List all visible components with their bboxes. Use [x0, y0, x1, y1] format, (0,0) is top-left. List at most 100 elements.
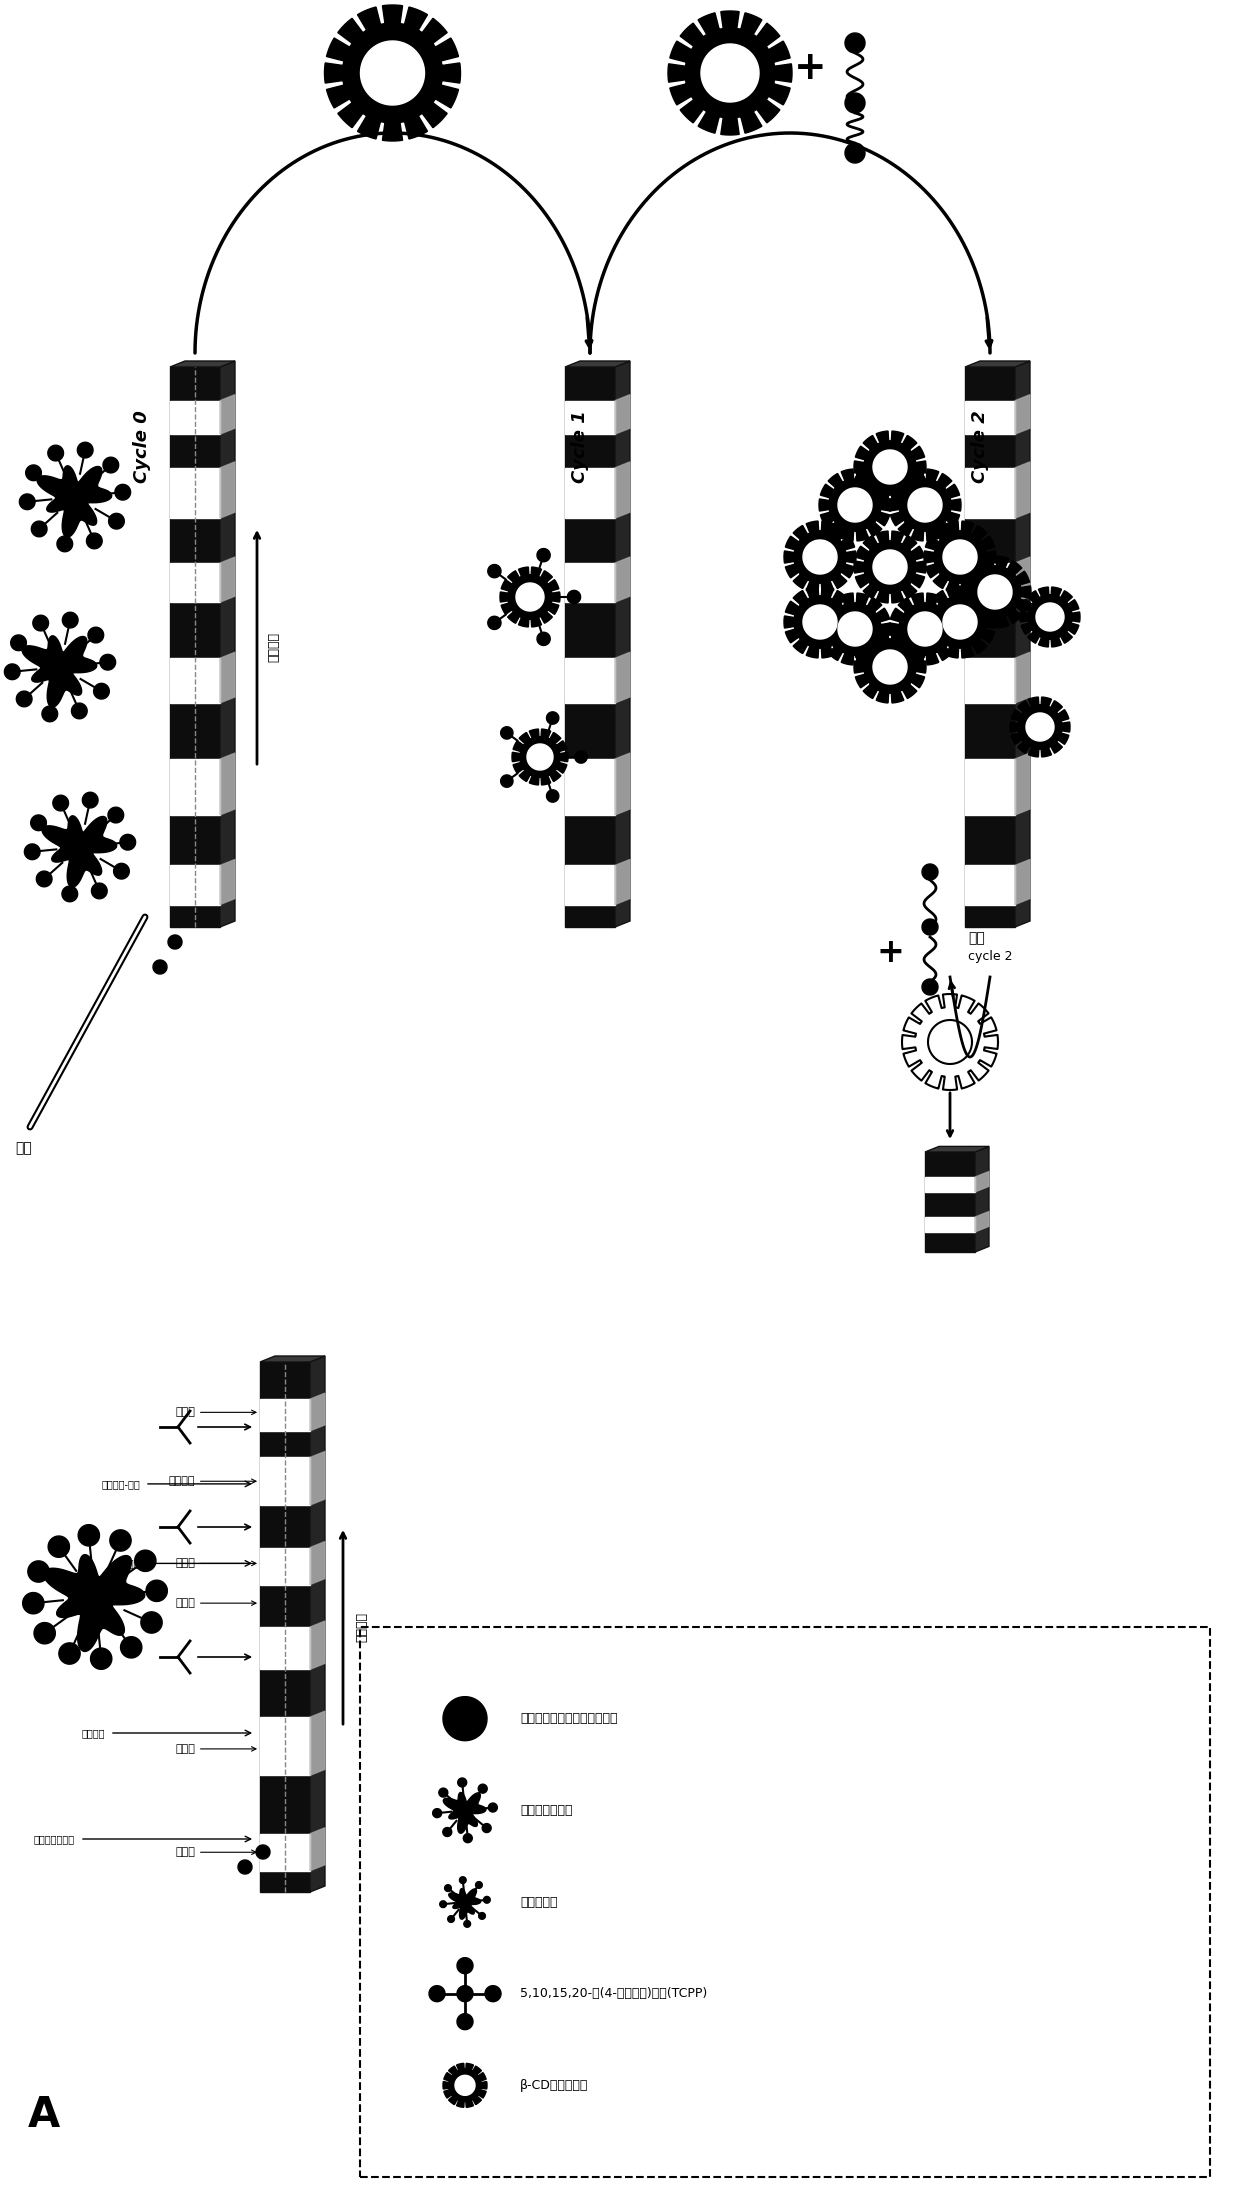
Polygon shape	[361, 42, 424, 106]
Polygon shape	[889, 470, 961, 541]
Bar	[965, 759, 1016, 814]
Polygon shape	[923, 918, 937, 936]
Polygon shape	[115, 483, 130, 501]
Polygon shape	[889, 594, 961, 664]
Polygon shape	[484, 1896, 490, 1902]
Polygon shape	[924, 587, 996, 658]
Polygon shape	[464, 1920, 470, 1927]
Polygon shape	[110, 1529, 131, 1552]
Polygon shape	[219, 653, 236, 704]
Polygon shape	[77, 441, 93, 457]
Polygon shape	[615, 859, 630, 905]
Polygon shape	[310, 1710, 325, 1774]
Polygon shape	[72, 704, 87, 719]
Polygon shape	[219, 362, 236, 927]
Polygon shape	[701, 44, 759, 102]
Text: 5,10,15,20-四(4-纳基苯基)博卤(TCPP): 5,10,15,20-四(4-纳基苯基)博卤(TCPP)	[520, 1986, 707, 2000]
Polygon shape	[310, 1355, 325, 1891]
Polygon shape	[100, 653, 115, 671]
Polygon shape	[26, 466, 41, 481]
Polygon shape	[924, 521, 996, 594]
Bar	[565, 366, 615, 927]
Text: 反应方向: 反应方向	[355, 1611, 368, 1642]
Polygon shape	[489, 1803, 497, 1812]
Polygon shape	[978, 576, 1012, 609]
Bar	[925, 1216, 975, 1232]
Polygon shape	[901, 993, 998, 1090]
Polygon shape	[120, 834, 135, 850]
Polygon shape	[476, 1883, 482, 1889]
Polygon shape	[120, 1638, 141, 1657]
Polygon shape	[20, 494, 35, 510]
Text: Cycle 0: Cycle 0	[133, 411, 151, 483]
Polygon shape	[854, 430, 926, 503]
Polygon shape	[260, 1355, 325, 1362]
Polygon shape	[443, 1697, 487, 1741]
Polygon shape	[219, 859, 236, 905]
Polygon shape	[91, 1649, 112, 1668]
Polygon shape	[219, 395, 236, 435]
Polygon shape	[62, 885, 78, 903]
Polygon shape	[485, 1986, 501, 2002]
Polygon shape	[42, 706, 57, 722]
Polygon shape	[615, 653, 630, 704]
Polygon shape	[908, 488, 942, 523]
Bar	[925, 1176, 975, 1192]
Polygon shape	[440, 1900, 446, 1907]
Polygon shape	[42, 817, 117, 887]
Polygon shape	[1016, 556, 1030, 603]
Polygon shape	[501, 726, 513, 739]
Polygon shape	[310, 1540, 325, 1585]
Polygon shape	[32, 616, 48, 631]
Polygon shape	[444, 1792, 486, 1834]
Polygon shape	[854, 532, 926, 603]
Polygon shape	[942, 541, 977, 574]
Polygon shape	[1011, 697, 1070, 757]
Polygon shape	[219, 556, 236, 603]
Polygon shape	[433, 1810, 441, 1819]
Polygon shape	[146, 1580, 167, 1602]
Polygon shape	[37, 466, 112, 536]
Bar	[565, 865, 615, 905]
Polygon shape	[429, 1986, 445, 2002]
Polygon shape	[458, 1986, 472, 2002]
Polygon shape	[818, 470, 892, 541]
Bar	[565, 402, 615, 435]
Polygon shape	[615, 362, 630, 927]
Polygon shape	[33, 1622, 56, 1644]
Polygon shape	[615, 461, 630, 519]
Polygon shape	[482, 1823, 491, 1832]
Polygon shape	[443, 1827, 451, 1836]
Polygon shape	[965, 362, 1030, 366]
Polygon shape	[501, 775, 513, 788]
Polygon shape	[975, 1172, 990, 1192]
Text: cycle 2: cycle 2	[968, 949, 1013, 962]
Text: 结合垒: 结合垒	[175, 1744, 255, 1755]
Polygon shape	[27, 1560, 50, 1582]
Polygon shape	[844, 93, 866, 113]
Polygon shape	[455, 2075, 475, 2094]
Polygon shape	[62, 611, 78, 629]
Polygon shape	[818, 594, 892, 664]
Polygon shape	[310, 1620, 325, 1668]
Polygon shape	[439, 1788, 448, 1796]
Polygon shape	[443, 2064, 487, 2108]
Polygon shape	[449, 1889, 481, 1920]
Bar	[965, 366, 1016, 927]
FancyBboxPatch shape	[360, 1627, 1210, 2176]
Polygon shape	[108, 808, 124, 823]
Text: 金纳米检测抗体: 金纳米检测抗体	[33, 1834, 74, 1845]
Bar	[965, 468, 1016, 519]
Polygon shape	[527, 744, 553, 770]
Polygon shape	[487, 616, 501, 629]
Polygon shape	[48, 1536, 69, 1558]
Bar	[260, 1717, 310, 1774]
Polygon shape	[325, 4, 460, 141]
Bar	[260, 1399, 310, 1430]
Polygon shape	[1016, 753, 1030, 814]
Polygon shape	[844, 33, 866, 53]
Bar	[170, 759, 219, 814]
Polygon shape	[114, 863, 129, 878]
Text: Cycle 1: Cycle 1	[570, 411, 589, 483]
Bar	[565, 658, 615, 704]
